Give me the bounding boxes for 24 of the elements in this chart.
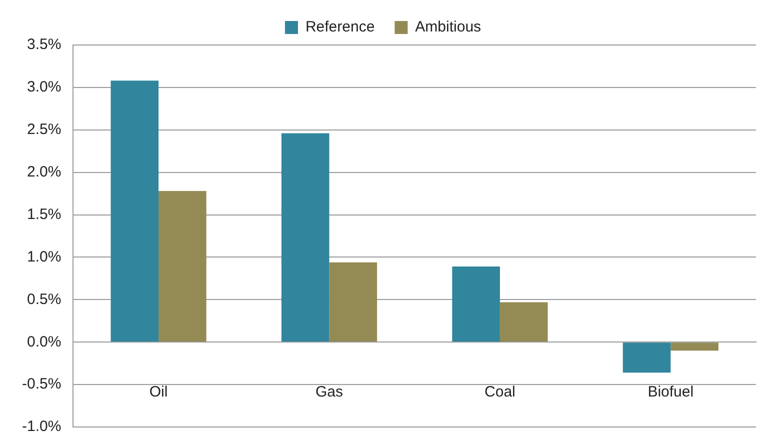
x-tick-label: Biofuel (648, 383, 694, 400)
y-tick-label: -0.5% (22, 376, 62, 393)
y-tick-label: -1.0% (22, 418, 62, 436)
y-tick-label: 2.5% (26, 121, 62, 138)
legend-label: Ambitious (415, 18, 482, 36)
legend-label: Reference (305, 18, 375, 36)
x-tick-label: Coal (484, 383, 516, 400)
bar (452, 266, 500, 342)
y-tick-label: 0.5% (26, 290, 62, 308)
y-tick-label: 3.5% (26, 36, 62, 54)
bar (110, 80, 159, 342)
y-tick-label: 3.0% (26, 78, 62, 96)
bar (329, 262, 378, 342)
bar (158, 191, 206, 342)
x-tick-label: Gas (315, 383, 343, 400)
bar (622, 342, 671, 373)
y-tick-label: 0.0% (26, 333, 62, 350)
bar (281, 133, 330, 342)
bar (500, 302, 548, 342)
bar (670, 342, 718, 351)
x-tick-label: Oil (149, 383, 168, 400)
y-tick-label: 1.0% (26, 248, 62, 266)
y-tick-label: 1.5% (26, 206, 62, 223)
y-tick-label: 2.0% (26, 163, 62, 180)
